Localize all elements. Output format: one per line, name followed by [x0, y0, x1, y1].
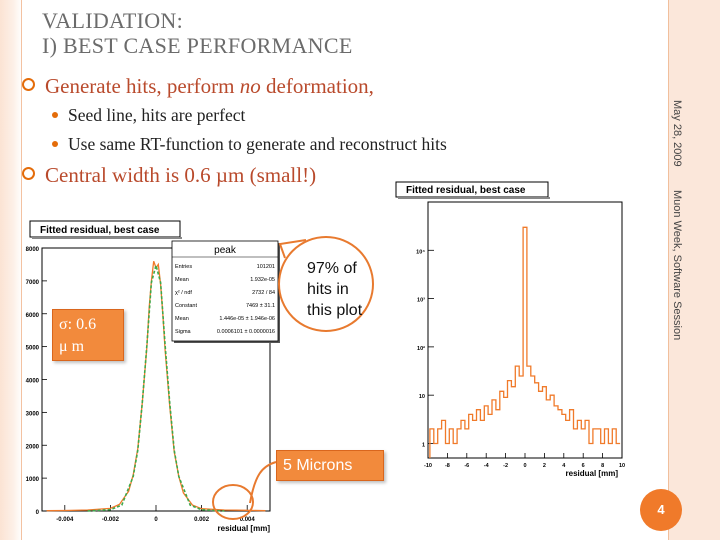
stats-row-value: 2732 / 84 [252, 290, 275, 296]
x-axis-label: residual [mm] [218, 524, 271, 533]
y-tick-label: 3000 [26, 411, 40, 417]
x-tick-label: -8 [445, 463, 450, 469]
y-tick-label: 5000 [26, 346, 40, 352]
x-tick-label: 0.004 [240, 517, 256, 523]
stats-row-value: 7469 ± 31.1 [246, 303, 275, 309]
stats-row-label: Entries [175, 264, 192, 270]
stats-row-value: 1.932e-05 [250, 277, 275, 283]
stats-box [171, 240, 279, 342]
stats-row-label: Mean [175, 316, 189, 322]
stats-row-label: Constant [175, 303, 197, 309]
stats-row-value: 1.446e-05 ± 1.946e-06 [219, 316, 275, 322]
right-border-line [668, 0, 669, 540]
callout-bubble [278, 236, 374, 332]
x-tick-label: 0.002 [194, 517, 210, 523]
chart-title: Fitted residual, best case [406, 185, 526, 196]
chart-title-shadow [398, 197, 550, 199]
stats-row-label: Mean [175, 277, 189, 283]
sub-bullet-rt-function: Use same RT-function to generate and rec… [52, 134, 447, 155]
y-tick-label: 1000 [26, 477, 40, 483]
sub-bullet-seed-line: Seed line, hits are perfect [52, 105, 245, 126]
x-tick-label: -10 [424, 463, 432, 469]
x-tick-label: 2 [543, 463, 546, 469]
stats-row-label: χ² / ndf [175, 290, 192, 296]
residual-log-chart: Fitted residual, best case 1 10 10² 10³ 10⁴ -1… [395, 181, 625, 478]
chart-title-shadow [32, 237, 182, 239]
y-tick-label: 7000 [26, 280, 40, 286]
stats-row-label: Sigma [175, 329, 192, 335]
left-border-decoration [0, 0, 22, 540]
y-tick-label: 4000 [26, 379, 40, 385]
x-tick-label: -0.002 [102, 517, 120, 523]
dot-bullet-icon [52, 112, 58, 118]
stats-row-value: 101201 [257, 264, 275, 270]
slide-title: VALIDATION: I) BEST CASE PERFORMANCE [42, 8, 353, 58]
ring-bullet-icon [22, 167, 35, 180]
residual-linear-chart: Fitted residual, best case 0 1000 2000 3000 4… [26, 220, 280, 533]
title-line-1: VALIDATION: [42, 8, 183, 33]
date-label: May 28, 2009 [671, 100, 683, 167]
chart-title: Fitted residual, best case [40, 225, 160, 236]
x-axis-label: residual [mm] [566, 469, 619, 478]
x-tick-label: 6 [582, 463, 585, 469]
y-tick-label: 10 [419, 394, 425, 400]
stats-box-title: peak [214, 245, 237, 256]
x-tick-label: 0 [154, 517, 158, 523]
page-number: 4 [640, 489, 682, 531]
histogram-line [429, 226, 621, 458]
x-tick-label: -0.004 [56, 517, 74, 523]
x-tick-label: 8 [601, 463, 604, 469]
y-tick-label: 8000 [26, 247, 40, 253]
plot-frame [427, 201, 623, 459]
y-tick-label: 6000 [26, 313, 40, 319]
microns-annotation: 5 Microns [276, 450, 384, 481]
title-line-2: I) BEST CASE PERFORMANCE [42, 33, 353, 58]
sigma-annotation: σ: 0.6 μ m [52, 309, 124, 361]
dot-bullet-icon [52, 141, 58, 147]
x-tick-label: 10 [619, 463, 625, 469]
y-tick-label: 1 [422, 442, 425, 448]
x-tick-label: 4 [562, 463, 566, 469]
y-tick-label: 0 [36, 510, 40, 516]
x-tick-label: -6 [464, 463, 469, 469]
event-label: Muon Week, Software Session [671, 190, 683, 341]
right-border-decoration [668, 0, 720, 540]
y-tick-label: 10² [417, 345, 425, 352]
y-tick-label: 10³ [417, 297, 425, 304]
x-tick-label: -2 [503, 463, 508, 469]
y-tick-label: 2000 [26, 444, 40, 450]
x-tick-label: -4 [484, 463, 490, 469]
bullet-central-width: Central width is 0.6 µm (small!) [22, 163, 316, 188]
callout-text: 97% of hits in this plot [307, 260, 363, 319]
y-tick-label: 10⁴ [416, 249, 425, 255]
gaussian-fit-line [87, 262, 225, 512]
stats-row-value: 0.0006101 ± 0.0000016 [217, 329, 275, 335]
x-tick-label: 0 [523, 463, 526, 469]
ring-bullet-icon [22, 78, 35, 91]
left-border-line [21, 0, 22, 540]
bullet-generate-hits: Generate hits, perform no deformation, [22, 74, 374, 99]
